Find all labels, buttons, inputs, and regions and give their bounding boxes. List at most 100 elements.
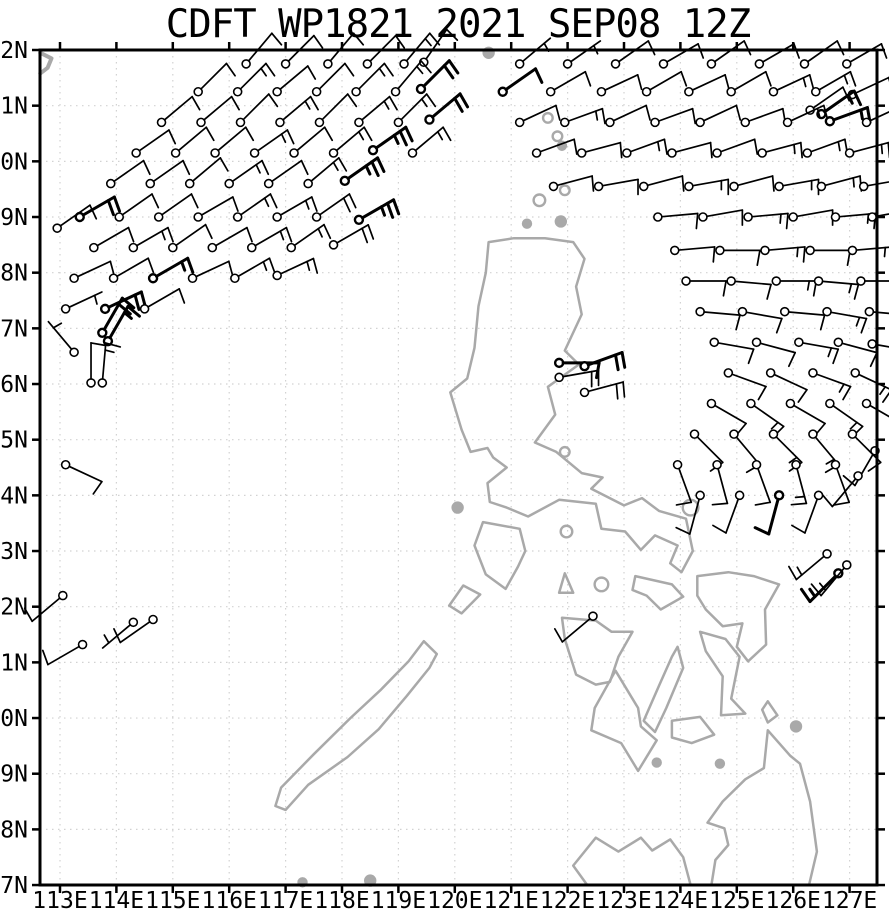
wind-barb [559, 107, 606, 128]
x-axis-label: 118E [314, 888, 369, 911]
wind-barb [241, 32, 283, 69]
wind-barb [232, 62, 276, 97]
wind-barb [658, 43, 705, 69]
coast-luzon [449, 236, 695, 574]
wind-barb [788, 549, 832, 581]
wind-barb [771, 276, 818, 297]
wind-barb [113, 614, 158, 644]
island-dot [521, 218, 533, 229]
wind-barb [354, 95, 398, 128]
wind-barb [650, 107, 697, 128]
wind-barb [415, 59, 460, 95]
y-axis-label: 18N [0, 261, 28, 287]
x-axis-label: 119E [371, 888, 426, 911]
wind-barb [684, 73, 730, 97]
chart-title: CDFT WP1821 2021 SEP08 12Z [165, 2, 751, 47]
wind-barb-layer [23, 28, 889, 666]
wind-barb [131, 129, 177, 158]
wind-barb [596, 73, 643, 97]
wind-barb [351, 62, 394, 97]
wind-barb [850, 368, 889, 403]
wind-barb [785, 398, 826, 436]
wind-barb [272, 257, 319, 281]
wind-barb [746, 398, 785, 438]
wind-barb [712, 490, 745, 534]
y-axis-label: 22N [0, 38, 28, 64]
wind-barb [23, 590, 68, 623]
wind-barb [41, 639, 88, 666]
lat-lon-grid [40, 50, 877, 885]
wind-barb [139, 288, 186, 314]
wind-barb [353, 198, 401, 225]
wind-barb [328, 126, 373, 158]
wind-barb [774, 178, 820, 196]
island-dot [558, 184, 571, 197]
wind-barb [187, 260, 234, 284]
y-axis-label: 7N [0, 873, 28, 899]
wind-barb [711, 459, 729, 506]
wind-barb [695, 306, 741, 331]
wind-barb [844, 141, 889, 159]
coast-masbate [631, 574, 685, 611]
y-axis-label: 16N [0, 372, 28, 398]
wind-barb [289, 126, 334, 158]
wind-barb [695, 104, 742, 128]
wind-barb [311, 62, 355, 97]
wind-barb [579, 381, 626, 400]
wind-barb [861, 398, 889, 418]
wind-barb [105, 159, 151, 189]
wind-barb [653, 212, 699, 230]
wind-barb [799, 40, 845, 69]
y-axis-label: 20N [0, 149, 28, 175]
wind-barb [280, 34, 324, 69]
coast-mindoro [473, 520, 527, 591]
wind-barb [168, 223, 213, 253]
wind-barb [768, 73, 815, 97]
wind-barb [399, 32, 441, 69]
wind-barb [867, 339, 889, 349]
wind-barb [52, 204, 98, 233]
wind-barb [230, 257, 276, 284]
wind-barb [86, 342, 107, 388]
wind-barb [681, 276, 727, 297]
coastline-layer [38, 46, 819, 888]
wind-barb [246, 226, 293, 253]
wind-barb [193, 62, 236, 97]
x-axis-label: 123E [596, 888, 651, 911]
wind-barb [579, 351, 627, 372]
axis-labels: 113E 114E 115E 116E 117E 118E 119E 120E 121E 122E… [0, 38, 877, 911]
island-dot [558, 445, 571, 458]
x-axis-label: 117E [258, 888, 313, 911]
y-axis-label: 12N [0, 595, 28, 621]
wind-barb [263, 159, 309, 189]
coast-dinagat [760, 700, 779, 724]
wind-barb [60, 459, 103, 495]
wind-barb [821, 471, 863, 508]
wind-barb [842, 446, 880, 487]
y-axis-label: 15N [0, 428, 28, 454]
wind-barb [743, 212, 789, 230]
wind-barb [641, 70, 688, 97]
wind-barb [737, 306, 783, 334]
wind-barb [822, 306, 868, 334]
wind-barb [286, 223, 332, 253]
wind-barb [799, 568, 844, 604]
coast-leyte [698, 630, 747, 717]
wind-barb [224, 159, 270, 189]
wind-barb [390, 60, 432, 97]
wind-barb [667, 141, 713, 159]
wind-barb [576, 141, 623, 159]
wind-barb [60, 291, 103, 314]
coast-busuanga [447, 584, 482, 615]
island-dot [451, 501, 464, 514]
wind-barb [709, 337, 755, 365]
wind-barb [97, 342, 122, 388]
wind-barb [303, 157, 348, 189]
wind-barb [311, 193, 357, 222]
wind-barb [232, 193, 278, 222]
wind-barb [684, 178, 730, 196]
x-axis-label: 120E [427, 888, 482, 911]
wind-barb [275, 95, 319, 128]
y-axis-label: 19N [0, 205, 28, 231]
